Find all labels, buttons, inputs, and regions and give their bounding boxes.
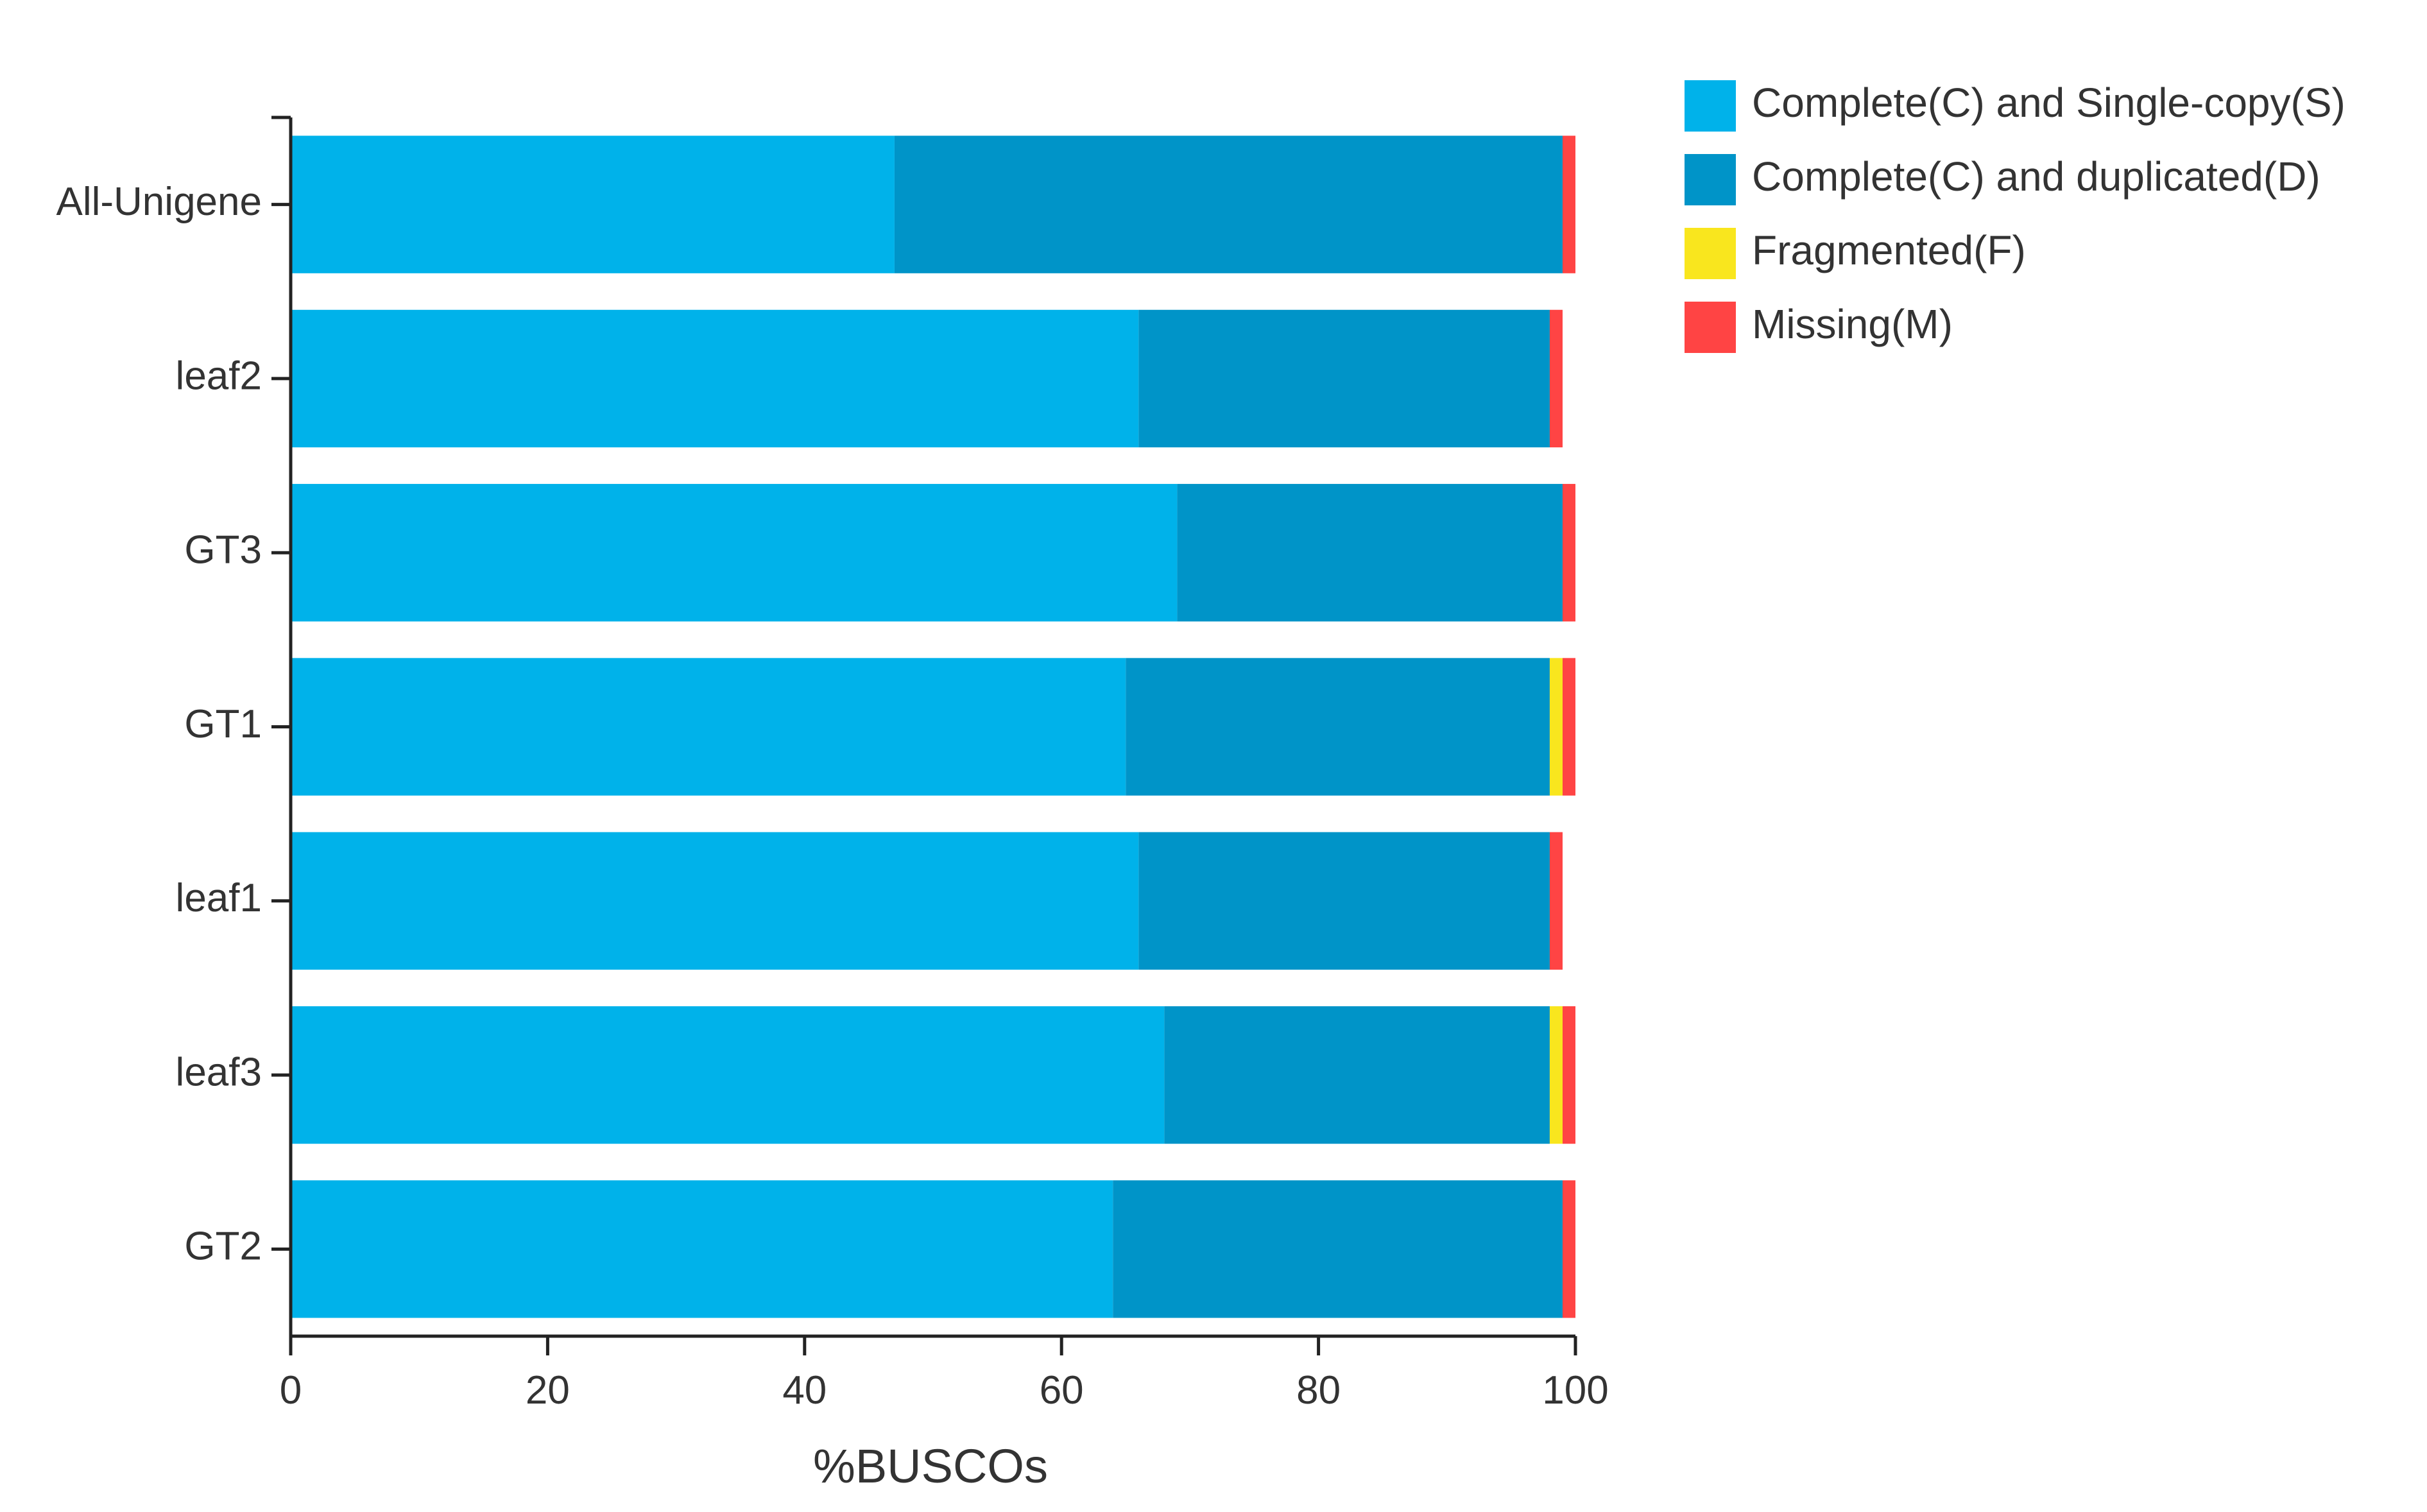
legend-swatch	[1685, 228, 1736, 279]
bar-leaf1-series-0	[291, 832, 1139, 970]
bar-GT1-series-2	[1549, 658, 1563, 796]
legend-swatch	[1685, 154, 1736, 205]
y-tick-label: leaf1	[176, 876, 262, 920]
bar-GT1-series-1	[1126, 658, 1550, 796]
legend: Complete(C) and Single-copy(S) Complete(C…	[1685, 80, 2346, 353]
bar-GT3-series-3	[1562, 484, 1575, 622]
bar-leaf3-series-1	[1164, 1006, 1550, 1144]
bar-GT3-series-0	[291, 484, 1178, 622]
bar-leaf2-series-1	[1138, 309, 1550, 448]
bar-leaf1-series-3	[1549, 832, 1563, 970]
legend-swatch	[1685, 80, 1736, 132]
x-tick-label: 60	[1040, 1368, 1084, 1413]
bar-leaf3-series-2	[1549, 1006, 1563, 1144]
legend-label: Complete(C) and duplicated(D)	[1752, 153, 2320, 200]
bars-group	[291, 135, 1575, 1318]
x-tick-label: 40	[782, 1368, 827, 1413]
x-tick-label: 20	[526, 1368, 570, 1413]
bar-GT2-series-3	[1562, 1180, 1575, 1318]
y-tick-label: GT1	[184, 702, 262, 746]
bar-GT1-series-0	[291, 658, 1126, 796]
bar-GT2-series-0	[291, 1180, 1113, 1318]
bar-leaf2-series-0	[291, 309, 1139, 448]
bar-All-Unigene-series-3	[1562, 135, 1575, 273]
legend-swatch	[1685, 302, 1736, 353]
bar-GT1-series-3	[1562, 658, 1575, 796]
x-tick-label: 100	[1542, 1368, 1608, 1413]
y-tick-label: All-Unigene	[56, 180, 262, 224]
legend-label: Fragmented(F)	[1752, 227, 2026, 273]
bar-leaf2-series-3	[1549, 309, 1563, 448]
x-tick-label: 0	[280, 1368, 302, 1413]
y-tick-label: GT2	[184, 1224, 262, 1269]
bar-leaf3-series-3	[1562, 1006, 1575, 1144]
y-tick-label: leaf3	[176, 1050, 262, 1094]
bar-All-Unigene-series-1	[894, 135, 1563, 273]
x-tick-label: 80	[1296, 1368, 1341, 1413]
bar-All-Unigene-series-0	[291, 135, 895, 273]
legend-label: Complete(C) and Single-copy(S)	[1752, 80, 2346, 126]
x-axis-title: %BUSCOs	[813, 1439, 1048, 1493]
y-tick-label: GT3	[184, 528, 262, 572]
bar-GT2-series-1	[1113, 1180, 1563, 1318]
bar-leaf1-series-1	[1138, 832, 1550, 970]
y-tick-label: leaf2	[176, 354, 262, 398]
legend-label: Missing(M)	[1752, 301, 1953, 347]
y-axis: All-Unigene leaf2 GT3 GT1 leaf1 leaf3 GT2	[56, 116, 293, 1336]
bar-GT3-series-1	[1177, 484, 1563, 622]
bar-leaf3-series-0	[291, 1006, 1165, 1144]
x-axis: 0 20 40 60 80 100	[280, 1334, 1609, 1413]
